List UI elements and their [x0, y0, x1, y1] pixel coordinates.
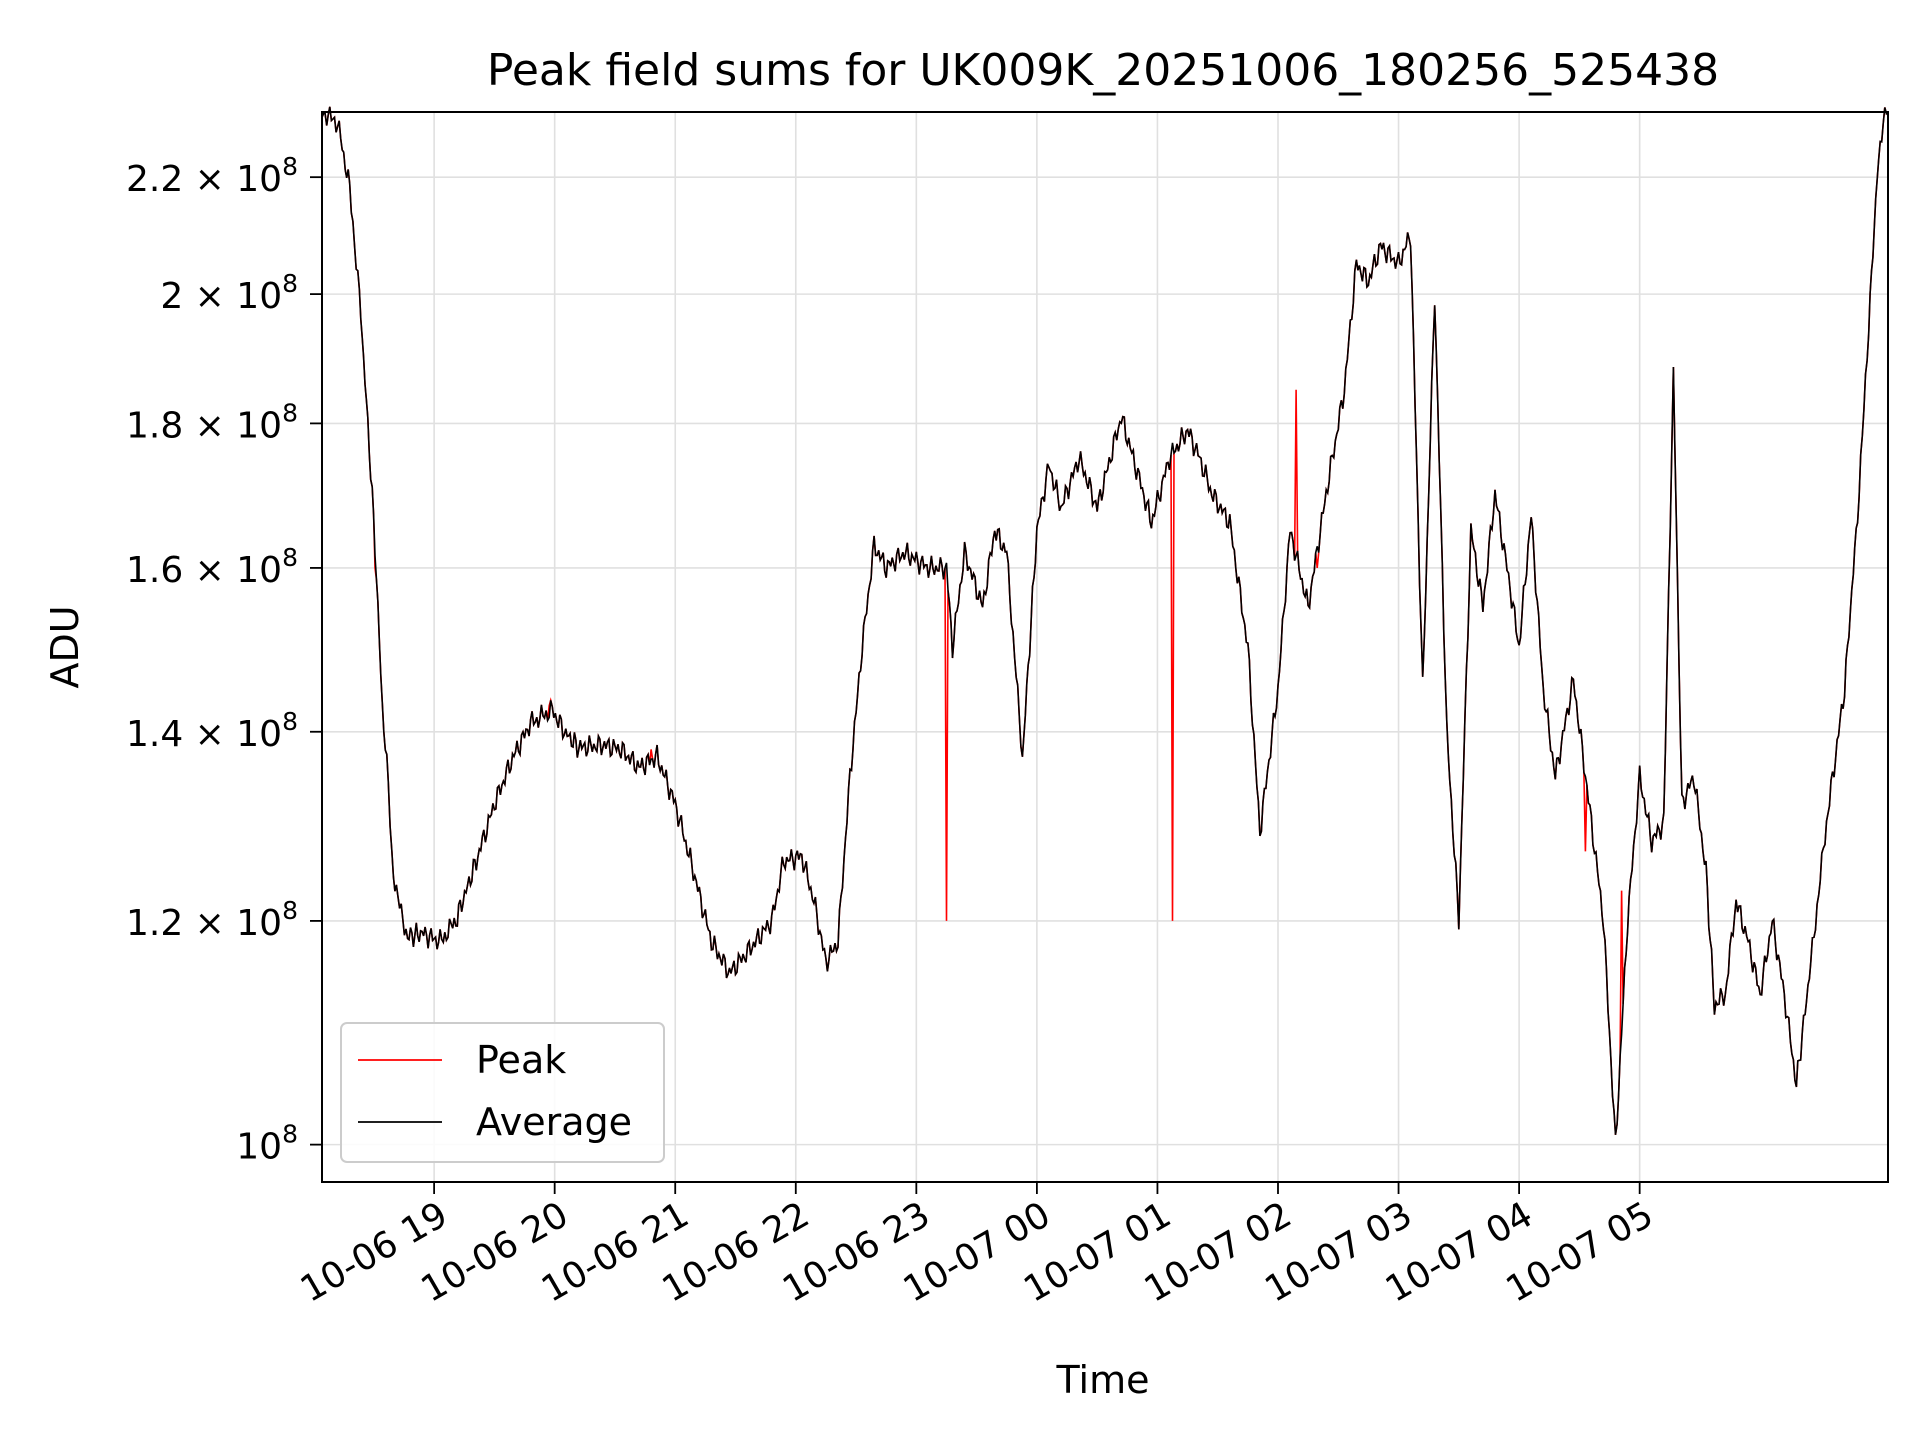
legend-box	[340, 1022, 665, 1163]
chart-title: Peak field sums for UK009K_20251006_1802…	[487, 45, 1719, 96]
y-tick-label: 1.6 × 108	[126, 543, 298, 591]
y-tick-label: 108	[236, 1120, 298, 1168]
series-peak-line	[321, 106, 1889, 1135]
y-tick-label: 2 × 108	[160, 269, 298, 317]
series-average-line	[321, 106, 1889, 1135]
y-tick-label: 1.4 × 108	[126, 707, 298, 755]
y-axis: 108 1.2 × 108 1.4 × 108 1.6 × 108 1.8 × 108 2…	[126, 152, 322, 1168]
grid	[322, 112, 1888, 1182]
series-layer	[321, 106, 1889, 1135]
legend: Peak Average	[340, 1022, 665, 1163]
legend-peak-label: Peak	[476, 1038, 566, 1082]
y-axis-label: ADU	[43, 605, 87, 688]
legend-average-label: Average	[476, 1100, 632, 1144]
y-tick-label: 2.2 × 108	[126, 152, 298, 200]
y-tick-label: 1.8 × 108	[126, 398, 298, 446]
plot-frame	[321, 111, 1889, 1183]
x-axis-label: Time	[1056, 1358, 1150, 1402]
y-tick-label: 1.2 × 108	[126, 896, 298, 944]
